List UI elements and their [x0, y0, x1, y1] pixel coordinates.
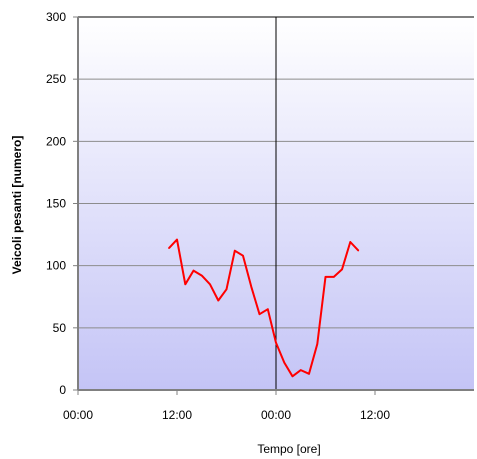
data-point	[184, 283, 186, 285]
data-point	[283, 362, 285, 364]
data-point	[242, 255, 244, 257]
y-axis-title: Veicoli pesanti [numero]	[10, 136, 24, 275]
data-point	[300, 369, 302, 371]
x-tick-label: 12:00	[162, 408, 192, 422]
x-tick-label: 12:00	[360, 408, 390, 422]
y-tick-label: 0	[59, 383, 66, 397]
data-point	[225, 288, 228, 290]
y-tick-labels: 0 50 100 150 200 250 300	[46, 10, 66, 397]
data-point	[333, 276, 335, 278]
data-point	[176, 238, 178, 241]
y-tick-label: 200	[46, 134, 66, 148]
data-point	[308, 373, 310, 375]
x-axis-title: Tempo [ore]	[257, 442, 320, 456]
data-point	[234, 250, 236, 252]
data-point	[316, 343, 318, 345]
y-tick-label: 150	[46, 197, 66, 211]
data-point	[324, 276, 327, 278]
y-tick-label: 300	[46, 10, 66, 24]
y-tick-label: 50	[53, 321, 67, 335]
data-point	[349, 241, 351, 243]
data-point	[291, 375, 294, 377]
x-tick-labels: 00:00 12:00 00:00 12:00	[63, 408, 390, 422]
data-point	[192, 270, 195, 272]
data-point	[201, 275, 203, 277]
x-tick-label: 00:00	[63, 408, 93, 422]
x-tick-label: 00:00	[261, 408, 291, 422]
data-point	[357, 250, 360, 252]
y-tick-label: 100	[46, 259, 66, 273]
data-point	[168, 247, 170, 249]
data-point	[217, 299, 219, 302]
data-series	[168, 238, 360, 378]
data-point	[258, 313, 261, 315]
data-point	[267, 308, 269, 310]
data-point	[341, 268, 343, 270]
data-point	[275, 342, 277, 344]
data-point	[209, 283, 211, 285]
data-point	[250, 286, 252, 288]
axes	[73, 16, 474, 395]
y-tick-label: 250	[46, 72, 66, 86]
series-line	[168, 238, 360, 378]
